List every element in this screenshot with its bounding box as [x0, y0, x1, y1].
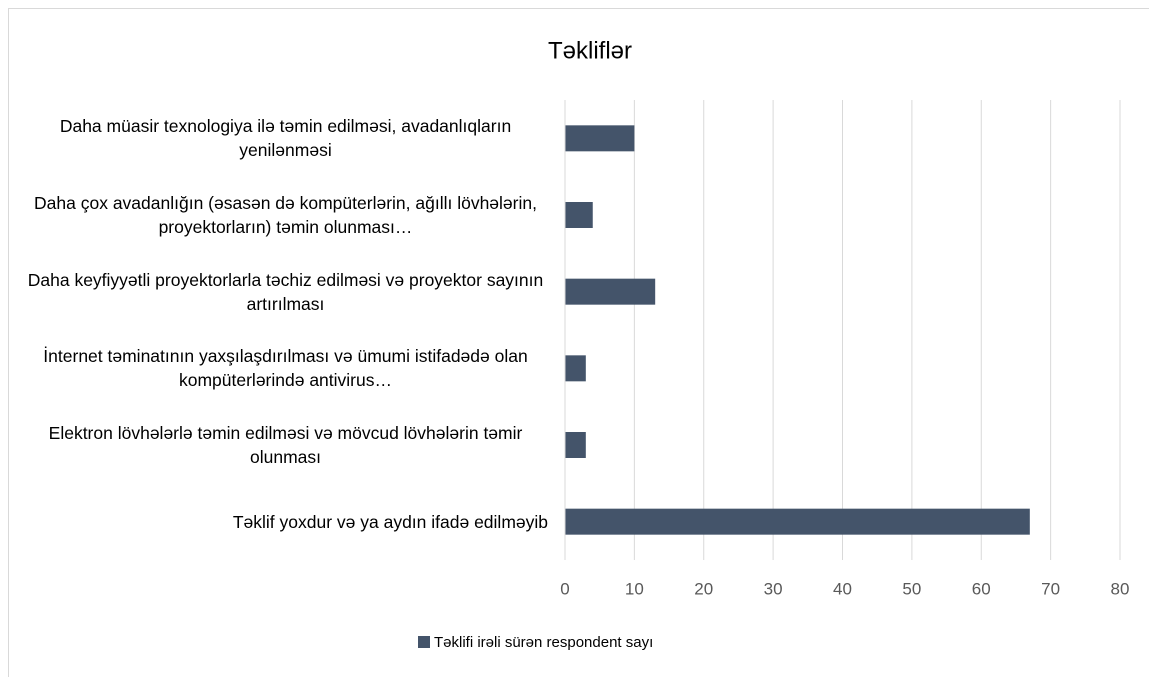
legend-swatch	[418, 636, 430, 648]
y-tick-label: Elektron lövhələrlə təmin edilməsi və mö…	[48, 423, 523, 467]
bar	[565, 125, 635, 152]
y-tick-label: Daha çox avadanlığın (əsasən də kompüter…	[34, 193, 537, 237]
x-tick-label: 10	[625, 579, 644, 598]
category-label-box: Daha keyfiyyətli proyektorlarla təchiz e…	[8, 268, 548, 316]
x-tick-label: 30	[764, 579, 783, 598]
x-tick-label: 80	[1111, 579, 1130, 598]
category-label-box: İnternet təminatının yaxşılaşdırılması v…	[8, 344, 548, 392]
category-label-box: Daha müasir texnologiya ilə təmin edilmə…	[8, 114, 548, 162]
x-tick-label: 60	[972, 579, 991, 598]
bar	[565, 202, 593, 228]
x-tick-label: 20	[694, 579, 713, 598]
x-tick-label: 50	[902, 579, 921, 598]
bar	[565, 278, 656, 305]
x-tick-label: 40	[833, 579, 852, 598]
y-tick-label: Daha müasir texnologiya ilə təmin edilmə…	[59, 116, 512, 161]
bar	[565, 508, 1030, 535]
y-tick-label: Daha keyfiyyətli proyektorlarla təchiz e…	[27, 269, 544, 314]
legend-label: Təklifi irəli sürən respondent sayı	[434, 634, 653, 651]
bar	[565, 355, 586, 382]
x-tick-label: 70	[1041, 579, 1060, 598]
chart-title: Təkliflər	[548, 37, 632, 64]
category-label-box: Təklif yoxdur və ya aydın ifadə edilməyi…	[8, 510, 548, 534]
y-tick-label: Təklif yoxdur və ya aydın ifadə edilməyi…	[232, 511, 548, 532]
x-tick-label: 0	[560, 579, 569, 598]
chart-frame	[8, 8, 1149, 677]
category-label-box: Daha çox avadanlığın (əsasən də kompüter…	[8, 191, 548, 239]
category-label-box: Elektron lövhələrlə təmin edilməsi və mö…	[8, 421, 548, 469]
y-tick-label: İnternet təminatının yaxşılaşdırılması v…	[43, 346, 528, 391]
bar	[565, 432, 586, 458]
